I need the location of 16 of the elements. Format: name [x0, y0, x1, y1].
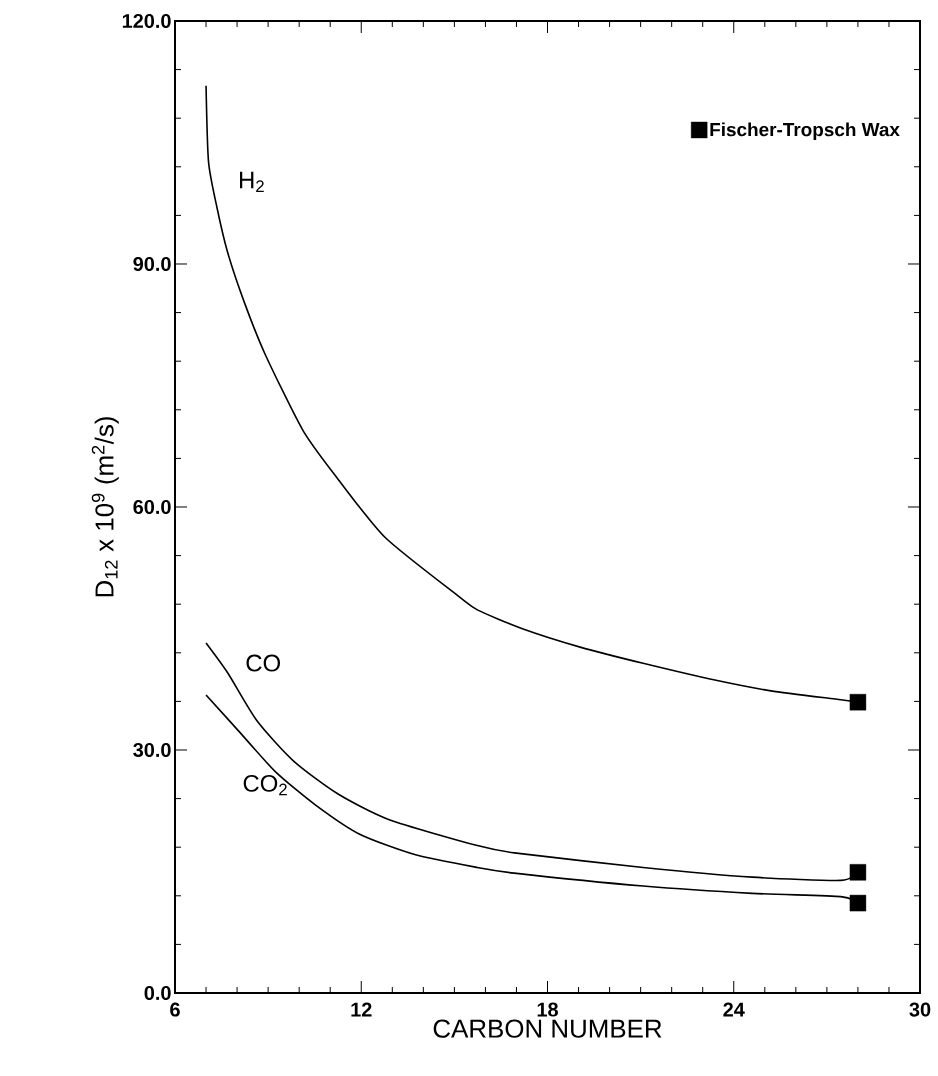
x-tick-label: 12: [351, 1002, 372, 1017]
x-tick-label: 6: [170, 1002, 180, 1017]
series-label: H$_{2}$: [240, 171, 264, 193]
legend-label: Fischer-Tropsch Wax: [710, 122, 900, 141]
y-axis-title: D$_{12}$ x 10$^{9}$ (m$^{2}$/s): [91, 417, 119, 597]
x-tick-label: 18: [537, 1002, 558, 1017]
x-tick-label: 24: [723, 1002, 745, 1017]
y-tick-label: 120.0: [122, 13, 171, 29]
series-label: CO: [246, 654, 281, 672]
y-tick-label: 60.0: [133, 499, 171, 515]
x-axis-title: CARBON NUMBER: [433, 1019, 662, 1038]
y-tick-label: 90.0: [133, 256, 171, 272]
y-tick-label: 30.0: [133, 742, 171, 758]
y-tick-label: 0.0: [144, 985, 171, 1001]
x-tick-label: 30: [909, 1002, 931, 1017]
series-label: CO$_{2}$: [243, 774, 287, 796]
